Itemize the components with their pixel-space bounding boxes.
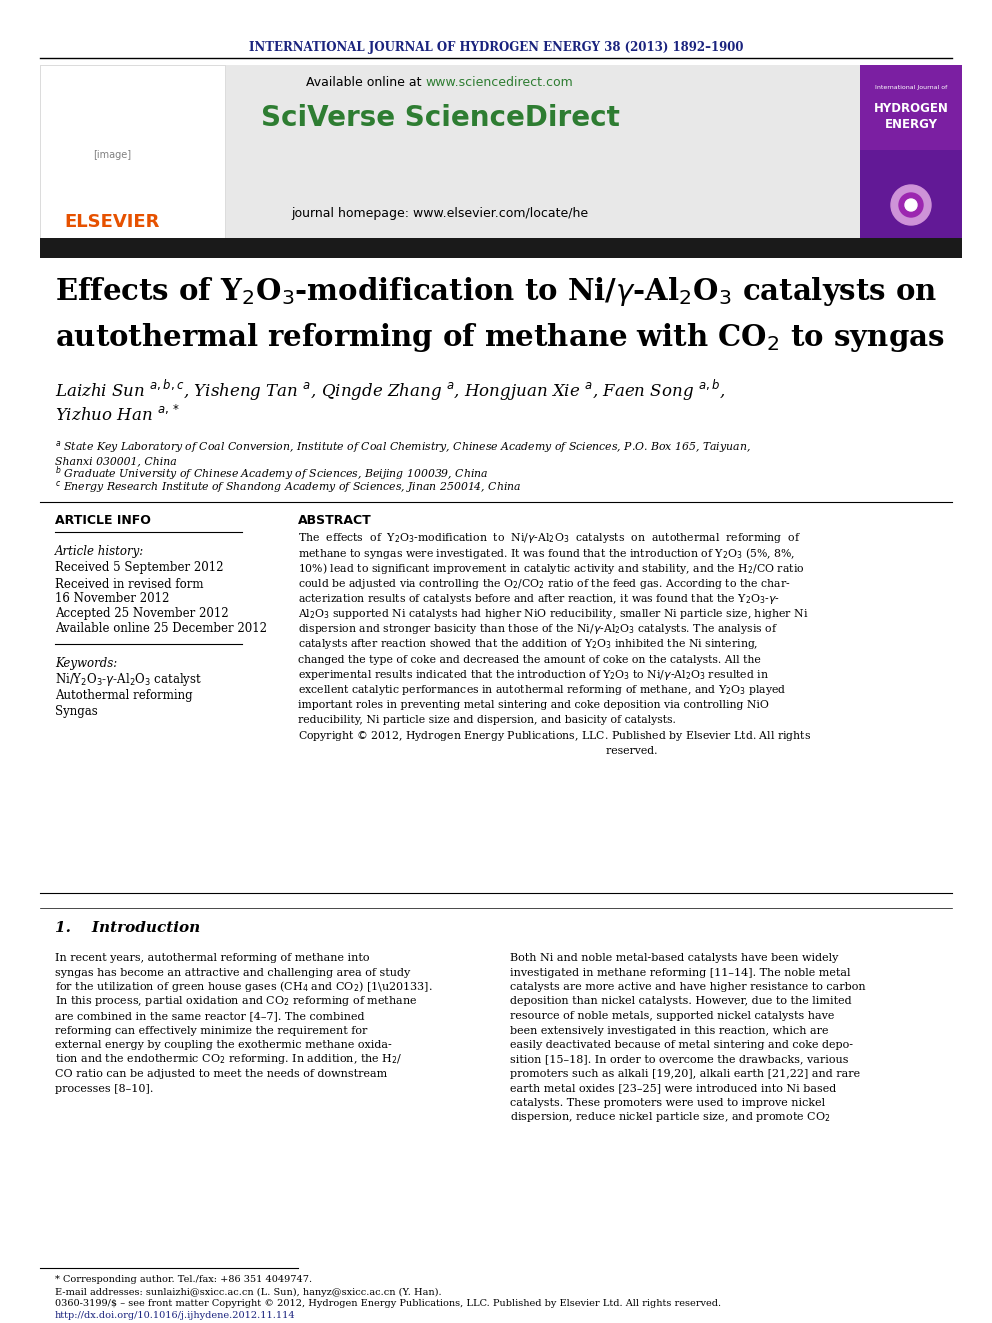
Text: catalysts are more active and have higher resistance to carbon: catalysts are more active and have highe… (510, 982, 866, 992)
Text: Al$_2$O$_3$ supported Ni catalysts had higher NiO reducibility, smaller Ni parti: Al$_2$O$_3$ supported Ni catalysts had h… (298, 607, 808, 620)
Text: $^a$ State Key Laboratory of Coal Conversion, Institute of Coal Chemistry, Chine: $^a$ State Key Laboratory of Coal Conver… (55, 439, 751, 455)
Text: 1.    Introduction: 1. Introduction (55, 921, 200, 935)
Text: could be adjusted via controlling the O$_2$/CO$_2$ ratio of the feed gas. Accord: could be adjusted via controlling the O$… (298, 577, 791, 590)
Text: Article history:: Article history: (55, 545, 144, 558)
Text: catalysts after reaction showed that the addition of Y$_2$O$_3$ inhibited the Ni: catalysts after reaction showed that the… (298, 638, 758, 651)
Text: The  effects  of  Y$_2$O$_3$-modification  to  Ni/$\gamma$-Al$_2$O$_3$  catalyst: The effects of Y$_2$O$_3$-modification t… (298, 531, 802, 545)
Text: http://dx.doi.org/10.1016/j.ijhydene.2012.11.114: http://dx.doi.org/10.1016/j.ijhydene.201… (55, 1311, 296, 1320)
Text: been extensively investigated in this reaction, which are: been extensively investigated in this re… (510, 1025, 828, 1036)
Text: Available online 25 December 2012: Available online 25 December 2012 (55, 622, 267, 635)
Text: CO ratio can be adjusted to meet the needs of downstream: CO ratio can be adjusted to meet the nee… (55, 1069, 387, 1080)
Circle shape (899, 193, 923, 217)
Text: reforming can effectively minimize the requirement for: reforming can effectively minimize the r… (55, 1025, 367, 1036)
Text: external energy by coupling the exothermic methane oxida-: external energy by coupling the exotherm… (55, 1040, 392, 1050)
Text: excellent catalytic performances in autothermal reforming of methane, and Y$_2$O: excellent catalytic performances in auto… (298, 683, 787, 697)
Text: journal homepage: www.elsevier.com/locate/he: journal homepage: www.elsevier.com/locat… (292, 206, 588, 220)
Bar (40, 65, 860, 239)
Text: deposition than nickel catalysts. However, due to the limited: deposition than nickel catalysts. Howeve… (510, 996, 851, 1007)
Text: [image]: [image] (93, 149, 131, 160)
Text: tion and the endothermic CO$_2$ reforming. In addition, the H$_2$/: tion and the endothermic CO$_2$ reformin… (55, 1053, 403, 1066)
Text: Received in revised form: Received in revised form (55, 578, 203, 590)
Text: Copyright $\copyright$ 2012, Hydrogen Energy Publications, LLC. Published by Els: Copyright $\copyright$ 2012, Hydrogen En… (298, 729, 811, 742)
Text: experimental results indicated that the introduction of Y$_2$O$_3$ to Ni/$\gamma: experimental results indicated that the … (298, 668, 769, 681)
Text: Shanxi 030001, China: Shanxi 030001, China (55, 456, 177, 466)
Text: dispersion and stronger basicity than those of the Ni/$\gamma$-Al$_2$O$_3$ catal: dispersion and stronger basicity than th… (298, 622, 778, 636)
Text: INTERNATIONAL JOURNAL OF HYDROGEN ENERGY 38 (2013) 1892–1900: INTERNATIONAL JOURNAL OF HYDROGEN ENERGY… (249, 41, 743, 54)
Text: Autothermal reforming: Autothermal reforming (55, 689, 192, 703)
Text: Accepted 25 November 2012: Accepted 25 November 2012 (55, 606, 228, 619)
Text: Syngas: Syngas (55, 705, 98, 718)
Text: earth metal oxides [23–25] were introduced into Ni based: earth metal oxides [23–25] were introduc… (510, 1084, 836, 1094)
Text: Available online at: Available online at (306, 75, 425, 89)
Text: important roles in preventing metal sintering and coke deposition via controllin: important roles in preventing metal sint… (298, 700, 769, 710)
Text: investigated in methane reforming [11–14]. The noble metal: investigated in methane reforming [11–14… (510, 967, 850, 978)
Text: resource of noble metals, supported nickel catalysts have: resource of noble metals, supported nick… (510, 1011, 834, 1021)
Text: 10%) lead to significant improvement in catalytic activity and stability, and th: 10%) lead to significant improvement in … (298, 561, 805, 576)
Text: SciVerse ScienceDirect: SciVerse ScienceDirect (261, 105, 619, 132)
Text: easily deactivated because of metal sintering and coke depo-: easily deactivated because of metal sint… (510, 1040, 853, 1050)
Text: $^c$ Energy Research Institute of Shandong Academy of Sciences, Jinan 250014, Ch: $^c$ Energy Research Institute of Shando… (55, 479, 522, 495)
Text: 0360-3199/$ – see front matter Copyright © 2012, Hydrogen Energy Publications, L: 0360-3199/$ – see front matter Copyright… (55, 1299, 721, 1308)
Text: Effects of Y$_2$O$_3$-modification to Ni/$\gamma$-Al$_2$O$_3$ catalysts on: Effects of Y$_2$O$_3$-modification to Ni… (55, 275, 937, 308)
Text: ARTICLE INFO: ARTICLE INFO (55, 513, 151, 527)
Text: HYDROGEN: HYDROGEN (874, 102, 948, 115)
Text: ABSTRACT: ABSTRACT (298, 513, 372, 527)
Text: methane to syngas were investigated. It was found that the introduction of Y$_2$: methane to syngas were investigated. It … (298, 545, 795, 561)
Text: catalysts. These promoters were used to improve nickel: catalysts. These promoters were used to … (510, 1098, 825, 1107)
Bar (860, 149, 962, 239)
Text: reducibility, Ni particle size and dispersion, and basicity of catalysts.: reducibility, Ni particle size and dispe… (298, 716, 676, 725)
Text: syngas has become an attractive and challenging area of study: syngas has become an attractive and chal… (55, 967, 411, 978)
Text: Laizhi Sun $^{a,b,c}$, Yisheng Tan $^a$, Qingde Zhang $^a$, Hongjuan Xie $^a$, F: Laizhi Sun $^{a,b,c}$, Yisheng Tan $^a$,… (55, 377, 725, 402)
Text: reserved.: reserved. (298, 746, 658, 755)
Text: dispersion, reduce nickel particle size, and promote CO$_2$: dispersion, reduce nickel particle size,… (510, 1110, 830, 1125)
Text: Received 5 September 2012: Received 5 September 2012 (55, 561, 223, 574)
Text: changed the type of coke and decreased the amount of coke on the catalysts. All : changed the type of coke and decreased t… (298, 655, 761, 664)
Text: Keywords:: Keywords: (55, 656, 117, 669)
Text: * Corresponding author. Tel./fax: +86 351 4049747.: * Corresponding author. Tel./fax: +86 35… (55, 1275, 312, 1285)
Bar (860, 65, 962, 239)
Text: International Journal of: International Journal of (875, 86, 947, 90)
Text: processes [8–10].: processes [8–10]. (55, 1084, 154, 1094)
Text: 16 November 2012: 16 November 2012 (55, 591, 170, 605)
Text: Both Ni and noble metal-based catalysts have been widely: Both Ni and noble metal-based catalysts … (510, 953, 838, 963)
Text: Yizhuo Han $^{a,*}$: Yizhuo Han $^{a,*}$ (55, 405, 181, 425)
Text: $^b$ Graduate University of Chinese Academy of Sciences, Beijing 100039, China: $^b$ Graduate University of Chinese Acad… (55, 464, 488, 483)
Text: are combined in the same reactor [4–7]. The combined: are combined in the same reactor [4–7]. … (55, 1011, 364, 1021)
Text: www.sciencedirect.com: www.sciencedirect.com (425, 75, 572, 89)
Circle shape (891, 185, 931, 225)
Text: sition [15–18]. In order to overcome the drawbacks, various: sition [15–18]. In order to overcome the… (510, 1054, 848, 1065)
Bar (40, 238, 962, 258)
Text: ENERGY: ENERGY (885, 119, 937, 131)
Text: E-mail addresses: sunlaizhi@sxicc.ac.cn (L. Sun), hanyz@sxicc.ac.cn (Y. Han).: E-mail addresses: sunlaizhi@sxicc.ac.cn … (55, 1287, 441, 1297)
Text: ELSEVIER: ELSEVIER (64, 213, 160, 232)
Text: promoters such as alkali [19,20], alkali earth [21,22] and rare: promoters such as alkali [19,20], alkali… (510, 1069, 860, 1080)
Text: for the utilization of green house gases (CH$_4$ and CO$_2$) [1\u20133].: for the utilization of green house gases… (55, 979, 433, 995)
Circle shape (905, 198, 917, 210)
Text: Ni/Y$_2$O$_3$-$\gamma$-Al$_2$O$_3$ catalyst: Ni/Y$_2$O$_3$-$\gamma$-Al$_2$O$_3$ catal… (55, 672, 202, 688)
Text: In recent years, autothermal reforming of methane into: In recent years, autothermal reforming o… (55, 953, 369, 963)
Text: autothermal reforming of methane with CO$_2$ to syngas: autothermal reforming of methane with CO… (55, 321, 944, 355)
Text: acterization results of catalysts before and after reaction, it was found that t: acterization results of catalysts before… (298, 591, 780, 606)
Text: In this process, partial oxidation and CO$_2$ reforming of methane: In this process, partial oxidation and C… (55, 995, 418, 1008)
Bar (40, 65, 225, 239)
